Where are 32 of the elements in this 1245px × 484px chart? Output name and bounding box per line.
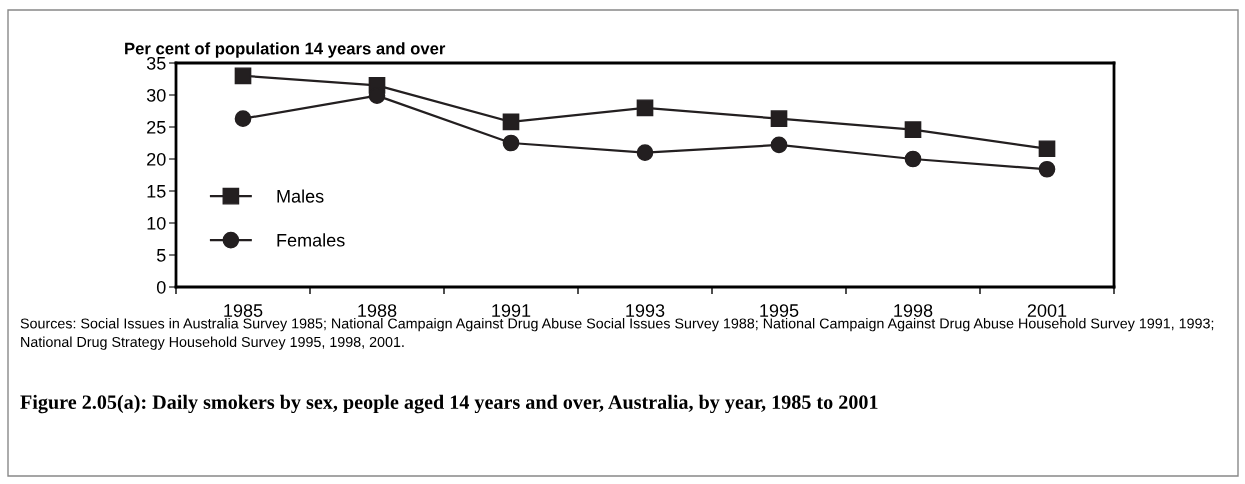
y-axis-title: Per cent of population 14 years and over (125, 42, 446, 58)
x-tick-label: 1991 (492, 304, 531, 317)
legend-label: Females (277, 233, 345, 247)
point (904, 121, 922, 138)
y-tick-label: 35 (146, 56, 166, 70)
x-tick-label: 1985 (224, 304, 263, 317)
y-tick-label: 30 (146, 88, 166, 102)
point (502, 113, 520, 131)
x-tick-label: 1988 (358, 304, 397, 317)
point (1038, 160, 1056, 178)
point (636, 144, 654, 161)
point (502, 134, 520, 152)
point (904, 150, 922, 168)
y-tick-label: 10 (147, 216, 166, 230)
point (770, 136, 788, 154)
legend-label: Males (277, 189, 324, 203)
text: Figure 2.05(a): Daily smokers by sex, people aged 14 years and over, Australia, by year, 1985 to 2001 (20, 394, 878, 414)
y-tick-label: 5 (156, 249, 166, 262)
y-tick-label: 25 (147, 120, 166, 134)
point (770, 110, 788, 128)
y-tick-label: 15 (147, 185, 166, 198)
x-tick-label: 1998 (894, 304, 933, 317)
y-tick-label: 20 (147, 152, 166, 166)
y-tick-label: 0 (156, 280, 166, 294)
source-note: Sources: Social Issues in Australia Survey 1985; National Campaign Against Drug Abuse Social Issues Survey 1988; National Campaign Against Drug Abuse Household Survey 1991, 1993; National Drug Strategy Household Survey 1995, 1998, 2001. (20, 318, 1214, 350)
point (234, 110, 252, 128)
x-tick-label: 1995 (760, 304, 799, 317)
x-tick-label: 2001 (1027, 304, 1067, 317)
point (234, 67, 252, 85)
point (1038, 140, 1056, 158)
point (636, 99, 654, 117)
x-tick-label: 1993 (626, 304, 665, 317)
